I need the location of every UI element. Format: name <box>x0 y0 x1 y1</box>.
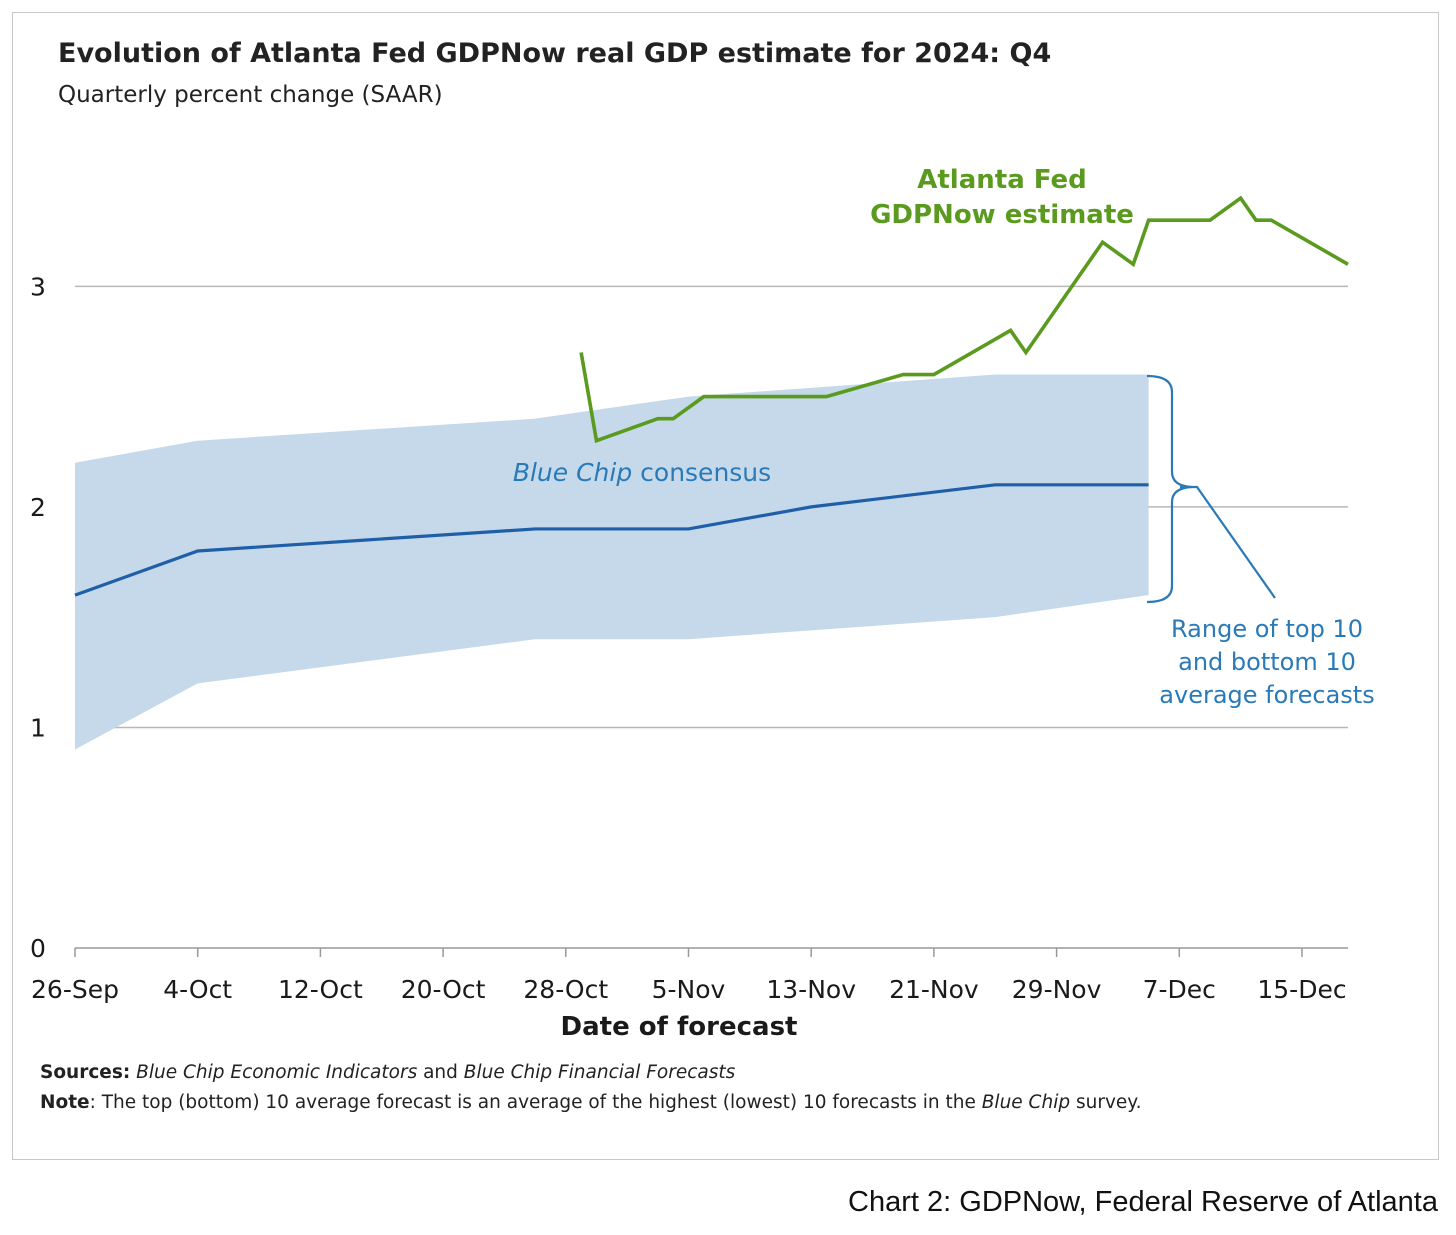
range-label-line3: average forecasts <box>1159 681 1374 709</box>
chart-subtitle: Quarterly percent change (SAAR) <box>58 82 443 108</box>
x-axis-title: Date of forecast <box>561 1012 798 1042</box>
x-tick-label: 21-Nov <box>889 975 979 1004</box>
gdp-plot: 0 1 2 3 26-Sep 4-Oct 12-Oct 20-Oct 28-Oct 5-Nov 13… <box>30 165 1375 1042</box>
x-tick-label: 4-Oct <box>163 975 232 1004</box>
y-tick-label: 2 <box>30 493 46 522</box>
note-line: Note: The top (bottom) 10 average foreca… <box>40 1092 1142 1113</box>
x-tick-label: 7-Dec <box>1143 975 1216 1004</box>
x-tick-label: 26-Sep <box>31 975 119 1004</box>
bluechip-consensus-label: Blue Chip consensus <box>513 458 771 487</box>
y-tick-label: 3 <box>30 272 46 301</box>
gdpnow-series-line <box>579 195 1349 444</box>
chart-title: Evolution of Atlanta Fed GDPNow real GDP… <box>58 38 1052 69</box>
sources-note: Sources: Blue Chip Economic Indicators a… <box>40 1058 1240 1118</box>
bluechip-consensus-line <box>74 483 1149 597</box>
x-tick-label: 20-Oct <box>401 975 486 1004</box>
gdpnow-label-line1: Atlanta Fed <box>917 165 1087 195</box>
x-tick-label: 29-Nov <box>1012 975 1102 1004</box>
range-label-line2: and bottom 10 <box>1178 648 1356 676</box>
x-tick-label: 28-Oct <box>523 975 608 1004</box>
x-tick-label: 5-Nov <box>652 975 726 1004</box>
x-tick-label: 15-Dec <box>1257 975 1346 1004</box>
sources-line: Sources: Blue Chip Economic Indicators a… <box>40 1062 736 1083</box>
figure-caption: Chart 2: GDPNow, Federal Reserve of Atla… <box>848 1186 1438 1218</box>
y-tick-label: 1 <box>30 713 46 742</box>
forecast-range-band <box>75 374 1149 750</box>
range-bracket <box>1146 374 1193 604</box>
y-tick-label: 0 <box>30 934 46 963</box>
range-label-line1: Range of top 10 <box>1171 615 1363 643</box>
gdpnow-label-line2: GDPNow estimate <box>870 200 1134 230</box>
x-tick-label: 12-Oct <box>278 975 363 1004</box>
range-leader-line <box>1180 485 1276 599</box>
x-tick-label: 13-Nov <box>766 975 856 1004</box>
